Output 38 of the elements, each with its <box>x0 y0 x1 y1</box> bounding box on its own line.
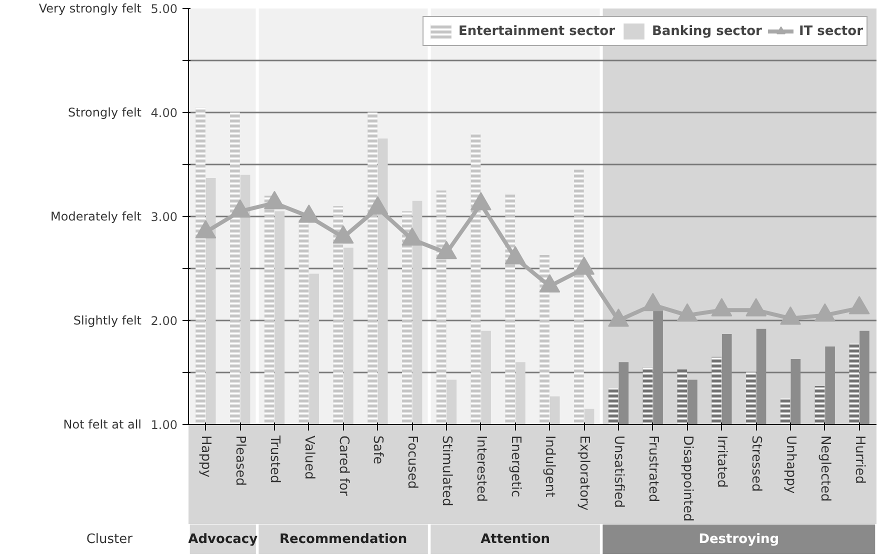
legend-label: IT sector <box>798 24 863 38</box>
x-tick-label: Interested <box>473 436 488 502</box>
text: Moderately felt <box>50 210 142 224</box>
x-tick-label: Focused <box>404 436 420 489</box>
x-tick-label: Unsatisfied <box>611 436 626 508</box>
x-tick-label: Neglected <box>817 436 832 502</box>
legend-label: Entertainment sector <box>458 24 615 38</box>
x-tick-label: Happy <box>198 436 214 478</box>
x-tick-label: Stressed <box>748 436 764 492</box>
y-tick-label: 3.00 <box>150 210 178 224</box>
x-tick-label: Unhappy <box>783 436 798 494</box>
y-tick-label: 4.00 <box>150 106 178 120</box>
text: Attention <box>480 532 550 547</box>
x-tick-label: Cared for <box>336 436 351 497</box>
x-tick-label: Pleased <box>232 436 248 486</box>
x-tick-label: Stimulated <box>439 436 454 506</box>
x-tick-label: Irritated <box>714 436 730 488</box>
x-tick-label: Hurried <box>852 436 867 484</box>
y-tick-label: 5.00 <box>150 2 178 16</box>
x-tick-label: Frustrated <box>645 436 660 502</box>
text: Destroying <box>698 532 780 547</box>
y-tick-label: 1.00 <box>150 418 178 432</box>
text: Advocacy <box>188 532 258 547</box>
x-tick-label: Trusted <box>267 434 282 484</box>
text: Cluster <box>86 532 134 547</box>
legend-label: Banking sector <box>652 24 762 38</box>
y-tick-label: 2.00 <box>150 314 178 328</box>
text: Very strongly felt <box>38 2 142 16</box>
text: Strongly felt <box>68 106 142 120</box>
x-tick-label: Safe <box>370 436 386 464</box>
text: Recommendation <box>280 532 408 547</box>
x-tick-label: Exploratory <box>576 436 592 511</box>
text: Slightly felt <box>73 314 142 328</box>
x-tick-label: Indulgent <box>542 436 558 498</box>
x-tick-label: Valued <box>301 436 316 480</box>
text: Not felt at all <box>63 418 142 432</box>
x-tick-label: Disappointed <box>680 436 695 522</box>
x-tick-label: Energetic <box>508 436 523 498</box>
